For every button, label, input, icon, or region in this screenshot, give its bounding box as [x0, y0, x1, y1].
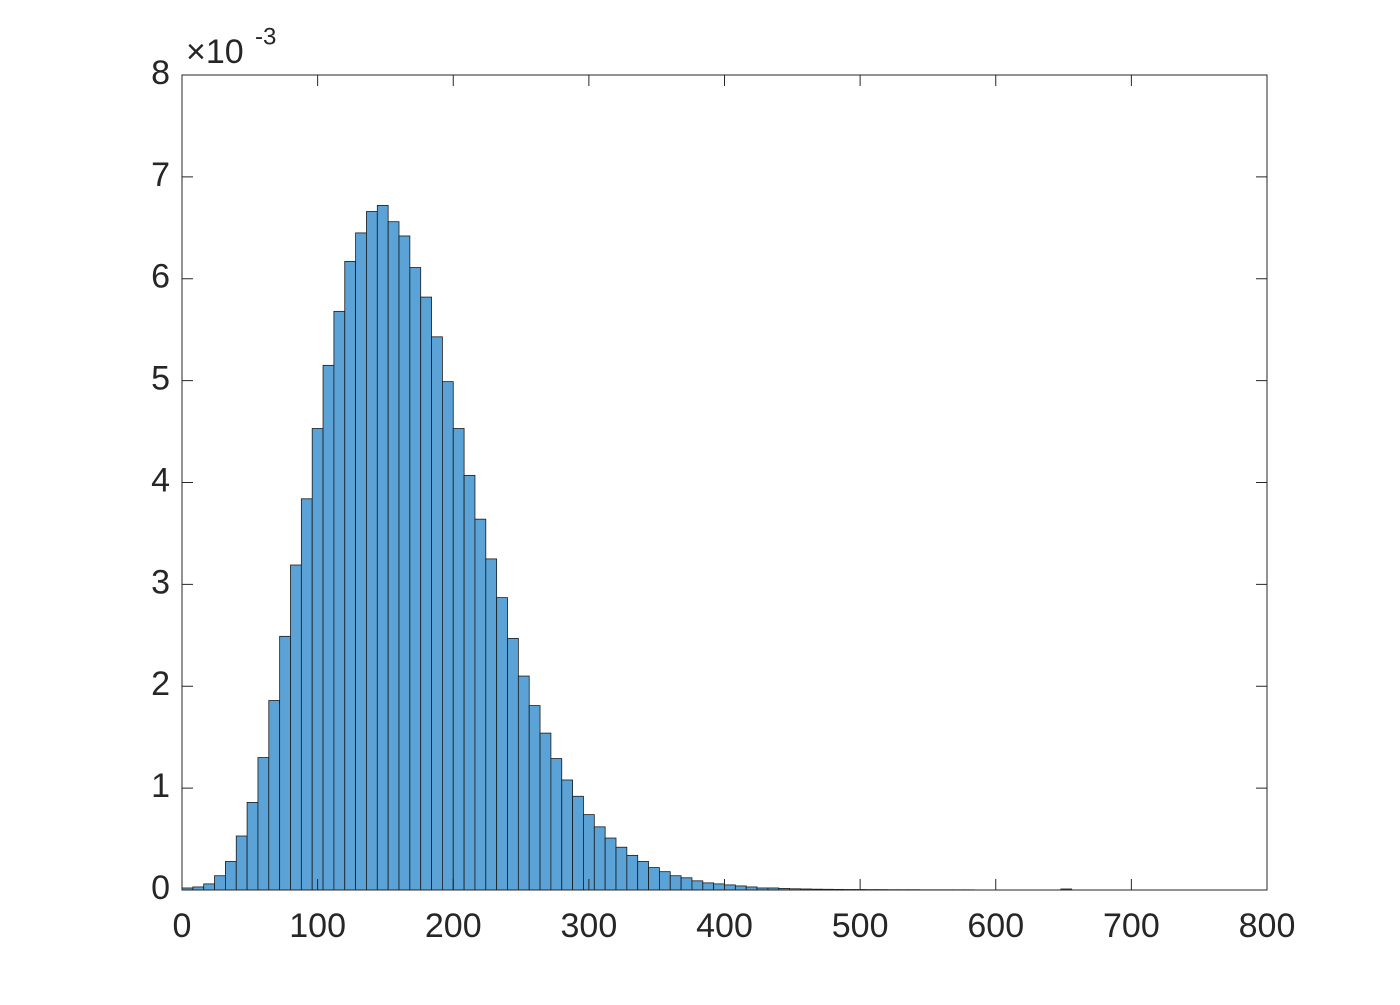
bar	[486, 559, 497, 890]
bar	[540, 733, 551, 890]
bar	[518, 676, 529, 890]
bar	[627, 855, 638, 890]
bar	[529, 706, 540, 890]
bar	[312, 429, 323, 890]
bar	[703, 883, 714, 890]
y-tick-label: 3	[151, 563, 170, 601]
x-tick-label: 700	[1103, 907, 1160, 945]
x-tick-label: 300	[561, 907, 618, 945]
bar	[594, 827, 605, 890]
bar	[247, 802, 258, 890]
bar	[670, 876, 681, 890]
bar	[453, 429, 464, 890]
bar	[356, 233, 367, 890]
bar	[442, 382, 453, 890]
bar	[649, 868, 660, 890]
y-exponent-base: ×10	[186, 33, 244, 71]
bar	[204, 884, 215, 890]
bar	[583, 815, 594, 890]
bar	[345, 261, 356, 890]
bar	[551, 759, 562, 890]
bar	[334, 311, 345, 890]
bar	[692, 881, 703, 890]
bar	[681, 878, 692, 890]
bar	[258, 758, 269, 890]
x-tick-label: 200	[425, 907, 482, 945]
bar	[616, 847, 627, 890]
bar	[301, 499, 312, 890]
y-tick-label: 7	[151, 156, 170, 194]
bar	[323, 365, 334, 890]
bar	[421, 297, 432, 890]
x-tick-label: 500	[832, 907, 889, 945]
x-tick-label: 400	[696, 907, 753, 945]
x-tick-label: 600	[967, 907, 1024, 945]
y-tick-label: 0	[151, 869, 170, 907]
bar	[225, 861, 236, 890]
y-exponent-power: -3	[255, 23, 276, 50]
x-tick-label: 0	[173, 907, 192, 945]
bar	[464, 475, 475, 890]
y-tick-label: 8	[151, 54, 170, 92]
bar	[605, 838, 616, 890]
bar	[508, 638, 519, 890]
bar	[236, 836, 247, 890]
y-tick-label: 5	[151, 360, 170, 398]
bar	[432, 337, 443, 890]
bar	[388, 222, 399, 890]
bar	[714, 884, 725, 890]
bar	[280, 636, 291, 890]
bar	[497, 598, 508, 890]
bar	[399, 236, 410, 890]
bar	[410, 268, 421, 890]
y-tick-label: 2	[151, 665, 170, 703]
bar	[638, 861, 649, 890]
x-tick-label: 100	[289, 907, 346, 945]
y-tick-label: 4	[151, 461, 170, 499]
bar	[215, 876, 226, 890]
bar	[725, 885, 736, 890]
bar	[269, 701, 280, 890]
bar	[377, 205, 388, 890]
x-tick-label: 800	[1239, 907, 1296, 945]
bar	[659, 872, 670, 890]
y-tick-label: 6	[151, 258, 170, 296]
y-tick-label: 1	[151, 767, 170, 805]
bar	[291, 565, 302, 890]
bar	[573, 796, 584, 890]
bar	[735, 886, 746, 890]
bar	[562, 780, 573, 890]
bar	[366, 212, 377, 890]
bar	[475, 519, 486, 890]
